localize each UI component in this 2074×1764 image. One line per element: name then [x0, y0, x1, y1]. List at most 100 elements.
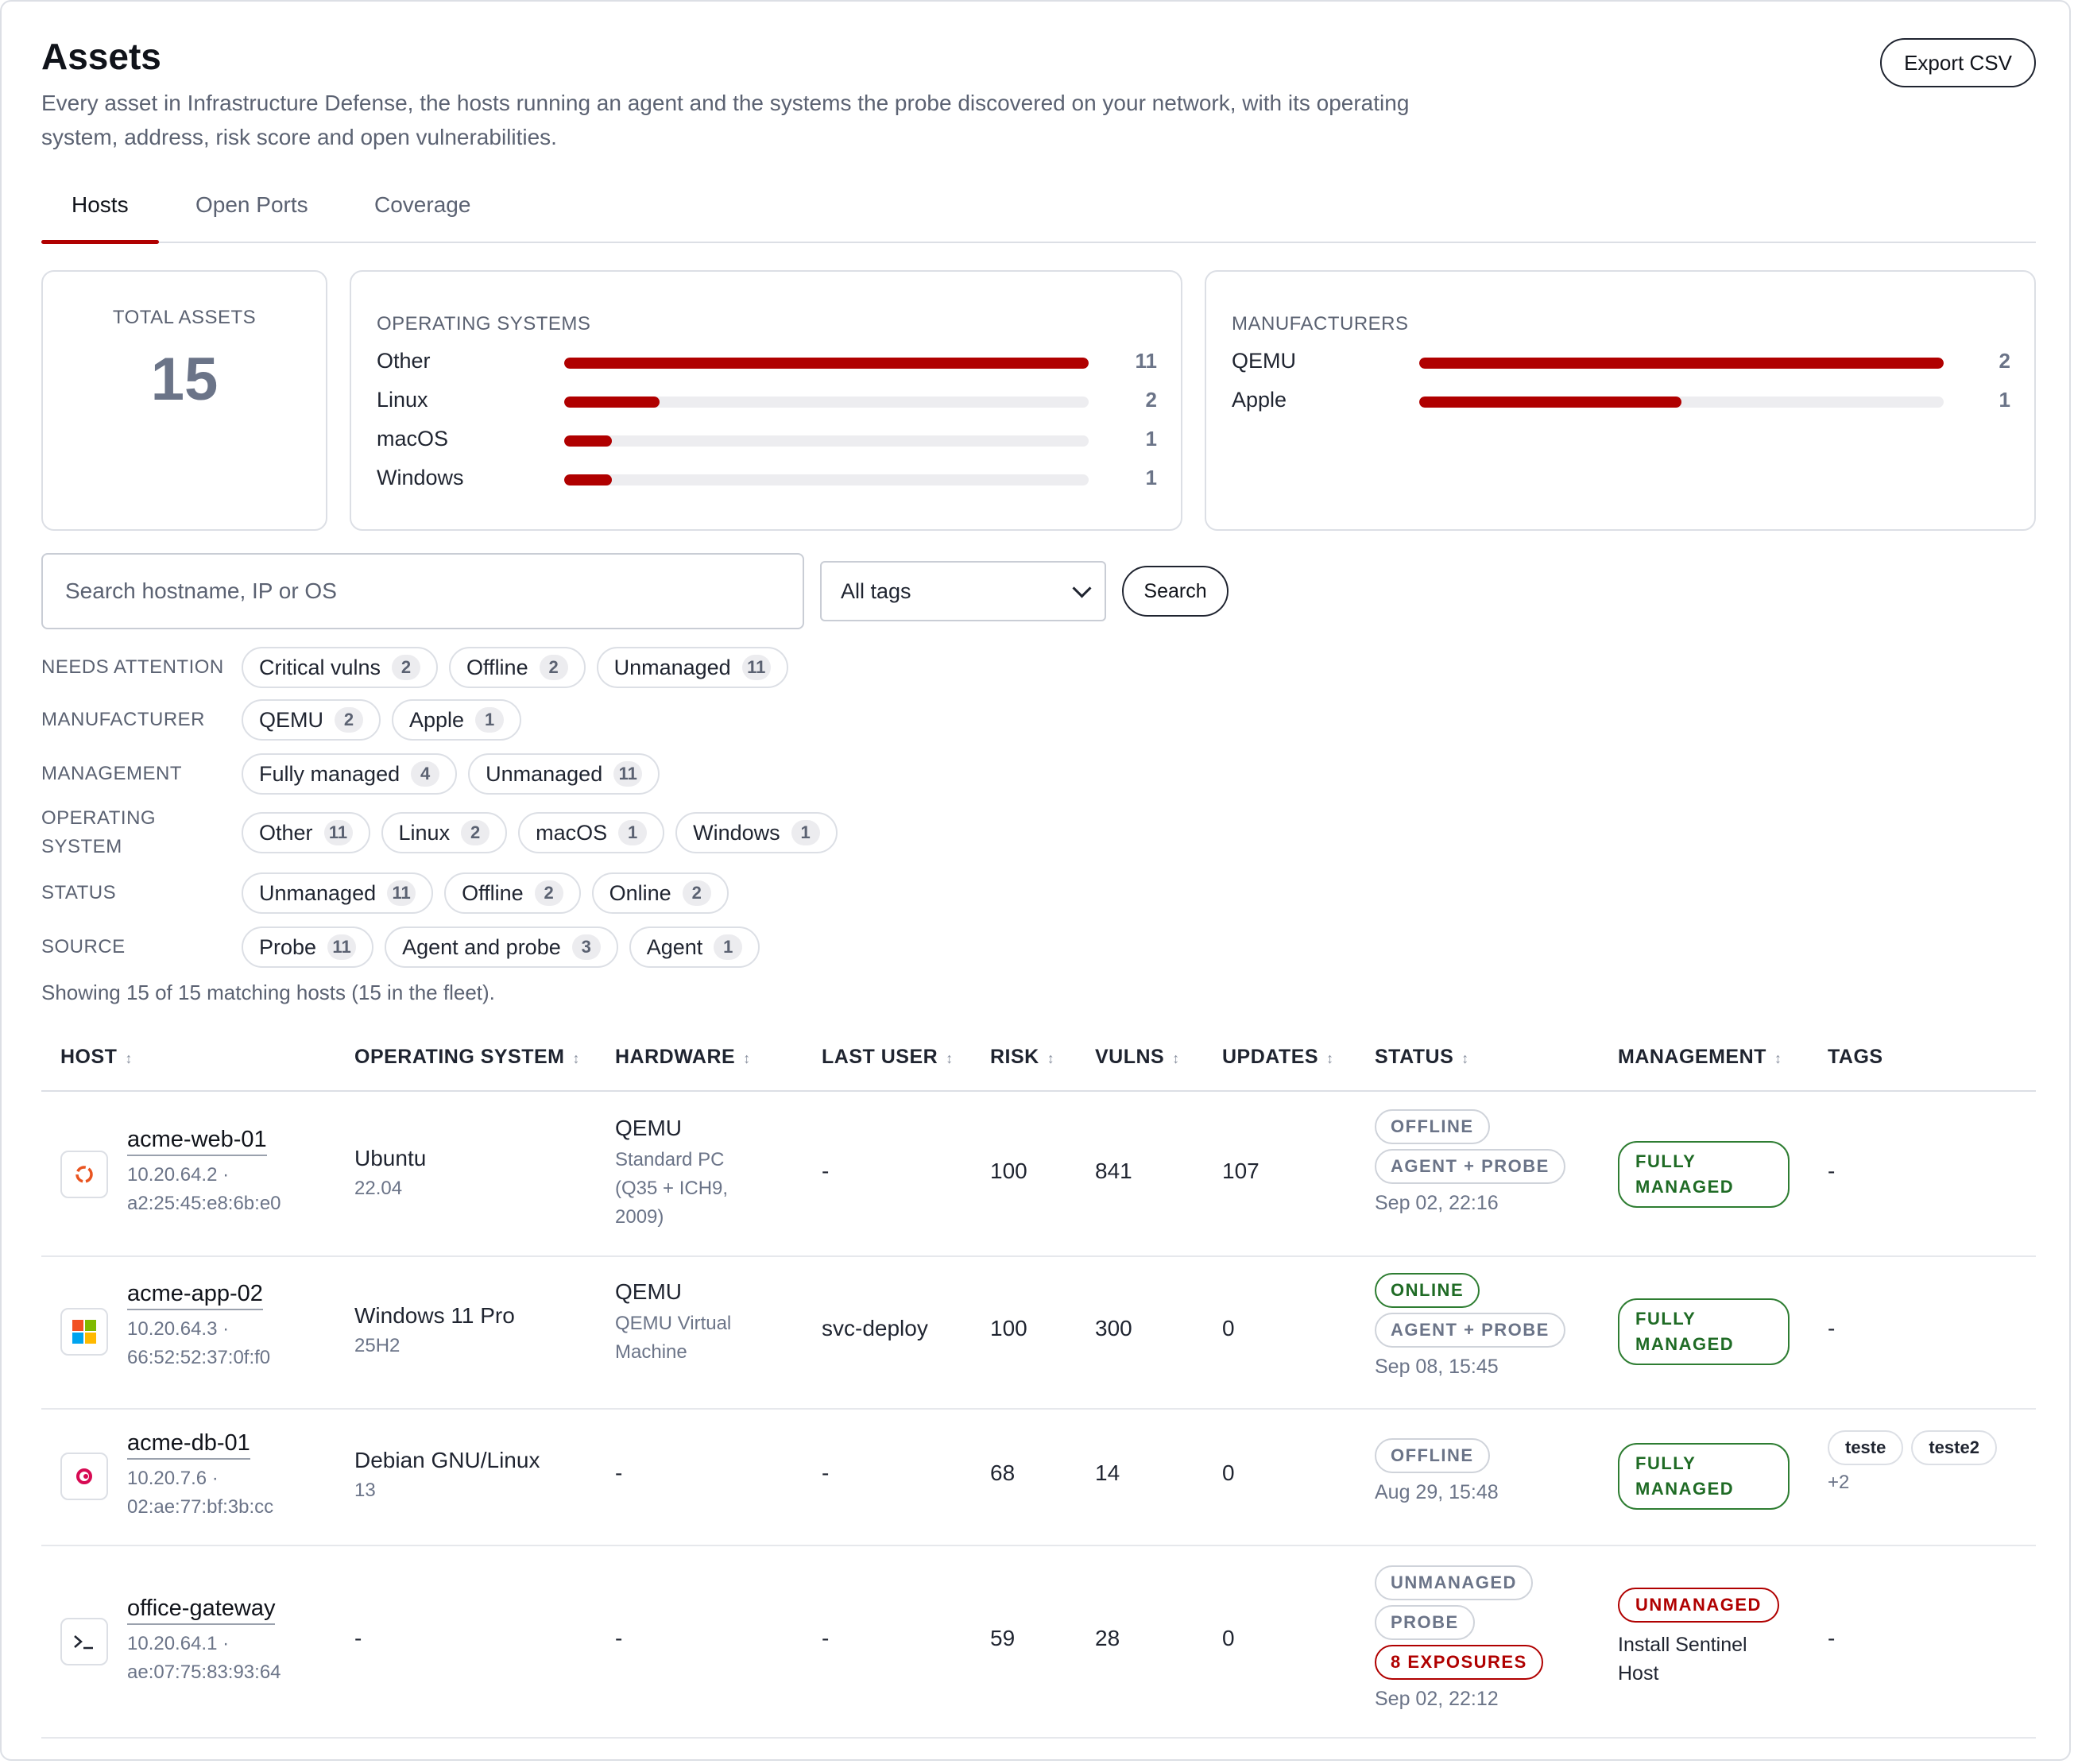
search-input[interactable]	[41, 553, 804, 629]
tab-hosts[interactable]: Hosts	[72, 192, 129, 217]
filter-chip[interactable]: Critical vulns 2	[242, 647, 439, 688]
os-bar-row[interactable]: Other 11	[377, 346, 1157, 375]
os-bar-count: 11	[1135, 349, 1158, 373]
hardware-vendor: -	[615, 1460, 623, 1485]
host-address: 10.20.64.3 · 66:52:52:37:0f:f0	[127, 1315, 270, 1372]
filter-chips: Other 11 Linux 2 macOS 1 Windows 1	[242, 812, 838, 853]
hardware-cell: QEMU Standard PC (Q35 + ICH9, 2009)	[615, 1116, 728, 1232]
hardware-vendor: -	[615, 1626, 623, 1650]
sort-icon[interactable]: ↕	[1326, 1050, 1334, 1066]
host-name-link[interactable]: acme-db-01	[127, 1430, 250, 1460]
management-badge-line: FULLY	[1635, 1151, 1697, 1171]
host-address: 10.20.7.6 · 02:ae:77:bf:3b:cc	[127, 1464, 273, 1522]
column-header-status[interactable]: STATUS ↕	[1375, 1046, 1469, 1069]
column-header-label: OPERATING SYSTEM	[354, 1046, 565, 1068]
filter-chip[interactable]: Fully managed 4	[242, 753, 458, 795]
column-header-vulns[interactable]: VULNS ↕	[1095, 1046, 1180, 1069]
tag-chip[interactable]: teste	[1828, 1430, 1904, 1465]
filter-chip[interactable]: Online 2	[591, 872, 729, 914]
column-header-last-user[interactable]: LAST USER ↕	[822, 1046, 954, 1069]
filter-chip[interactable]: Offline 2	[449, 647, 586, 688]
more-tags[interactable]: +2	[1828, 1472, 1850, 1493]
filter-chip-label: Critical vulns	[259, 655, 381, 679]
filter-chip-label: Windows	[693, 820, 780, 845]
tab-bar: Hosts Open Ports Coverage	[41, 178, 2036, 244]
filter-chip[interactable]: QEMU 2	[242, 699, 381, 741]
host-name-link[interactable]: acme-app-02	[127, 1281, 263, 1310]
filter-chip-label: Unmanaged	[613, 655, 731, 679]
search-button[interactable]: Search	[1122, 566, 1229, 617]
os-bar-row[interactable]: Linux 2	[377, 385, 1157, 414]
management-badge-line: MANAGED	[1635, 1334, 1735, 1354]
column-header-hardware[interactable]: HARDWARE ↕	[615, 1046, 751, 1069]
tag-chip[interactable]: teste2	[1911, 1430, 1997, 1465]
os-bar-row[interactable]: Windows 1	[377, 463, 1157, 492]
host-ip: 10.20.64.2 ·	[127, 1164, 230, 1186]
filter-chip[interactable]: Probe 11	[242, 926, 374, 968]
host-address: 10.20.64.2 · a2:25:45:e8:6b:e0	[127, 1161, 281, 1218]
sort-icon[interactable]: ↕	[125, 1050, 133, 1066]
filter-chip[interactable]: Unmanaged 11	[468, 753, 660, 795]
host-name-link[interactable]: office-gateway	[127, 1596, 276, 1625]
tab-open-ports[interactable]: Open Ports	[195, 192, 308, 217]
host-name-link[interactable]: acme-web-01	[127, 1127, 267, 1156]
filter-chip[interactable]: macOS 1	[518, 812, 665, 853]
sort-icon[interactable]: ↕	[1461, 1050, 1469, 1066]
filter-chip-count: 2	[682, 880, 711, 906]
sort-icon[interactable]: ↕	[572, 1050, 581, 1066]
operating-systems-label: OPERATING SYSTEMS	[377, 313, 591, 335]
hardware-model-line: (Q35 + ICH9,	[615, 1178, 729, 1199]
filter-chip[interactable]: Unmanaged 11	[242, 872, 434, 914]
host-mac: 66:52:52:37:0f:f0	[127, 1347, 271, 1368]
hardware-vendor: QEMU	[615, 1279, 682, 1304]
column-header-tags: TAGS	[1828, 1046, 1883, 1069]
filter-chip[interactable]: Apple 1	[392, 699, 522, 741]
filter-group-label: MANAGEMENT	[41, 763, 183, 784]
os-bar-fill	[564, 397, 660, 408]
sort-icon[interactable]: ↕	[1047, 1050, 1055, 1066]
last-seen-time: Aug 29, 15:48	[1375, 1481, 1499, 1503]
filter-chip[interactable]: Other 11	[242, 812, 370, 853]
column-header-label: STATUS	[1375, 1046, 1454, 1068]
column-header-management[interactable]: MANAGEMENT ↕	[1618, 1046, 1782, 1069]
filter-chip[interactable]: Linux 2	[381, 812, 508, 853]
sort-icon[interactable]: ↕	[743, 1050, 751, 1066]
tags-cell: -	[1828, 1316, 1836, 1340]
tags-select[interactable]: All tags	[820, 561, 1106, 621]
column-header-host[interactable]: HOST ↕	[60, 1046, 133, 1069]
tab-coverage[interactable]: Coverage	[374, 192, 471, 217]
host-cell: acme-web-01 10.20.64.2 · a2:25:45:e8:6b:e0	[127, 1127, 281, 1218]
filter-chip[interactable]: Windows 1	[675, 812, 838, 853]
column-header-label: UPDATES	[1222, 1046, 1319, 1068]
sort-icon[interactable]: ↕	[1774, 1050, 1782, 1066]
filter-chip[interactable]: Agent and probe 3	[385, 926, 618, 968]
os-bar-row[interactable]: macOS 1	[377, 424, 1157, 453]
filter-chip-label: Offline	[466, 655, 528, 679]
filter-chip-label: Unmanaged	[486, 761, 603, 786]
column-header-risk[interactable]: RISK ↕	[990, 1046, 1054, 1069]
sort-icon[interactable]: ↕	[946, 1050, 954, 1066]
os-bar-track	[564, 474, 1089, 485]
filter-chip-count: 2	[539, 655, 568, 680]
manufacturer-bar-row[interactable]: QEMU 2	[1232, 346, 2010, 375]
filter-chip[interactable]: Agent 1	[629, 926, 760, 968]
management-badge-line: MANAGED	[1635, 1177, 1735, 1197]
filter-chip-count: 2	[461, 820, 490, 845]
export-csv-button[interactable]: Export CSV	[1880, 38, 2036, 87]
filter-chip[interactable]: Unmanaged 11	[596, 647, 788, 688]
sort-icon[interactable]: ↕	[1172, 1050, 1180, 1066]
column-header-operating-system[interactable]: OPERATING SYSTEM ↕	[354, 1046, 580, 1069]
host-cell: office-gateway 10.20.64.1 · ae:07:75:83:93…	[127, 1596, 281, 1687]
column-header-updates[interactable]: UPDATES ↕	[1222, 1046, 1334, 1069]
filter-group: NEEDS ATTENTION Critical vulns 2 Offline 2 Un…	[41, 647, 2036, 691]
filter-chips: Fully managed 4 Unmanaged 11	[242, 753, 660, 795]
windows-icon	[60, 1308, 108, 1356]
manufacturer-bar-row[interactable]: Apple 1	[1232, 385, 2010, 414]
filter-chip-count: 2	[534, 880, 563, 906]
status-cell: OFFLINE Aug 29, 15:48	[1375, 1438, 1499, 1504]
filter-chip-count: 2	[335, 707, 363, 733]
filter-chip-count: 1	[475, 707, 505, 733]
filter-chip[interactable]: Offline 2	[444, 872, 581, 914]
risk-score: 59	[990, 1626, 1016, 1650]
filter-group: MANUFACTURER QEMU 2 Apple 1	[41, 699, 2036, 744]
